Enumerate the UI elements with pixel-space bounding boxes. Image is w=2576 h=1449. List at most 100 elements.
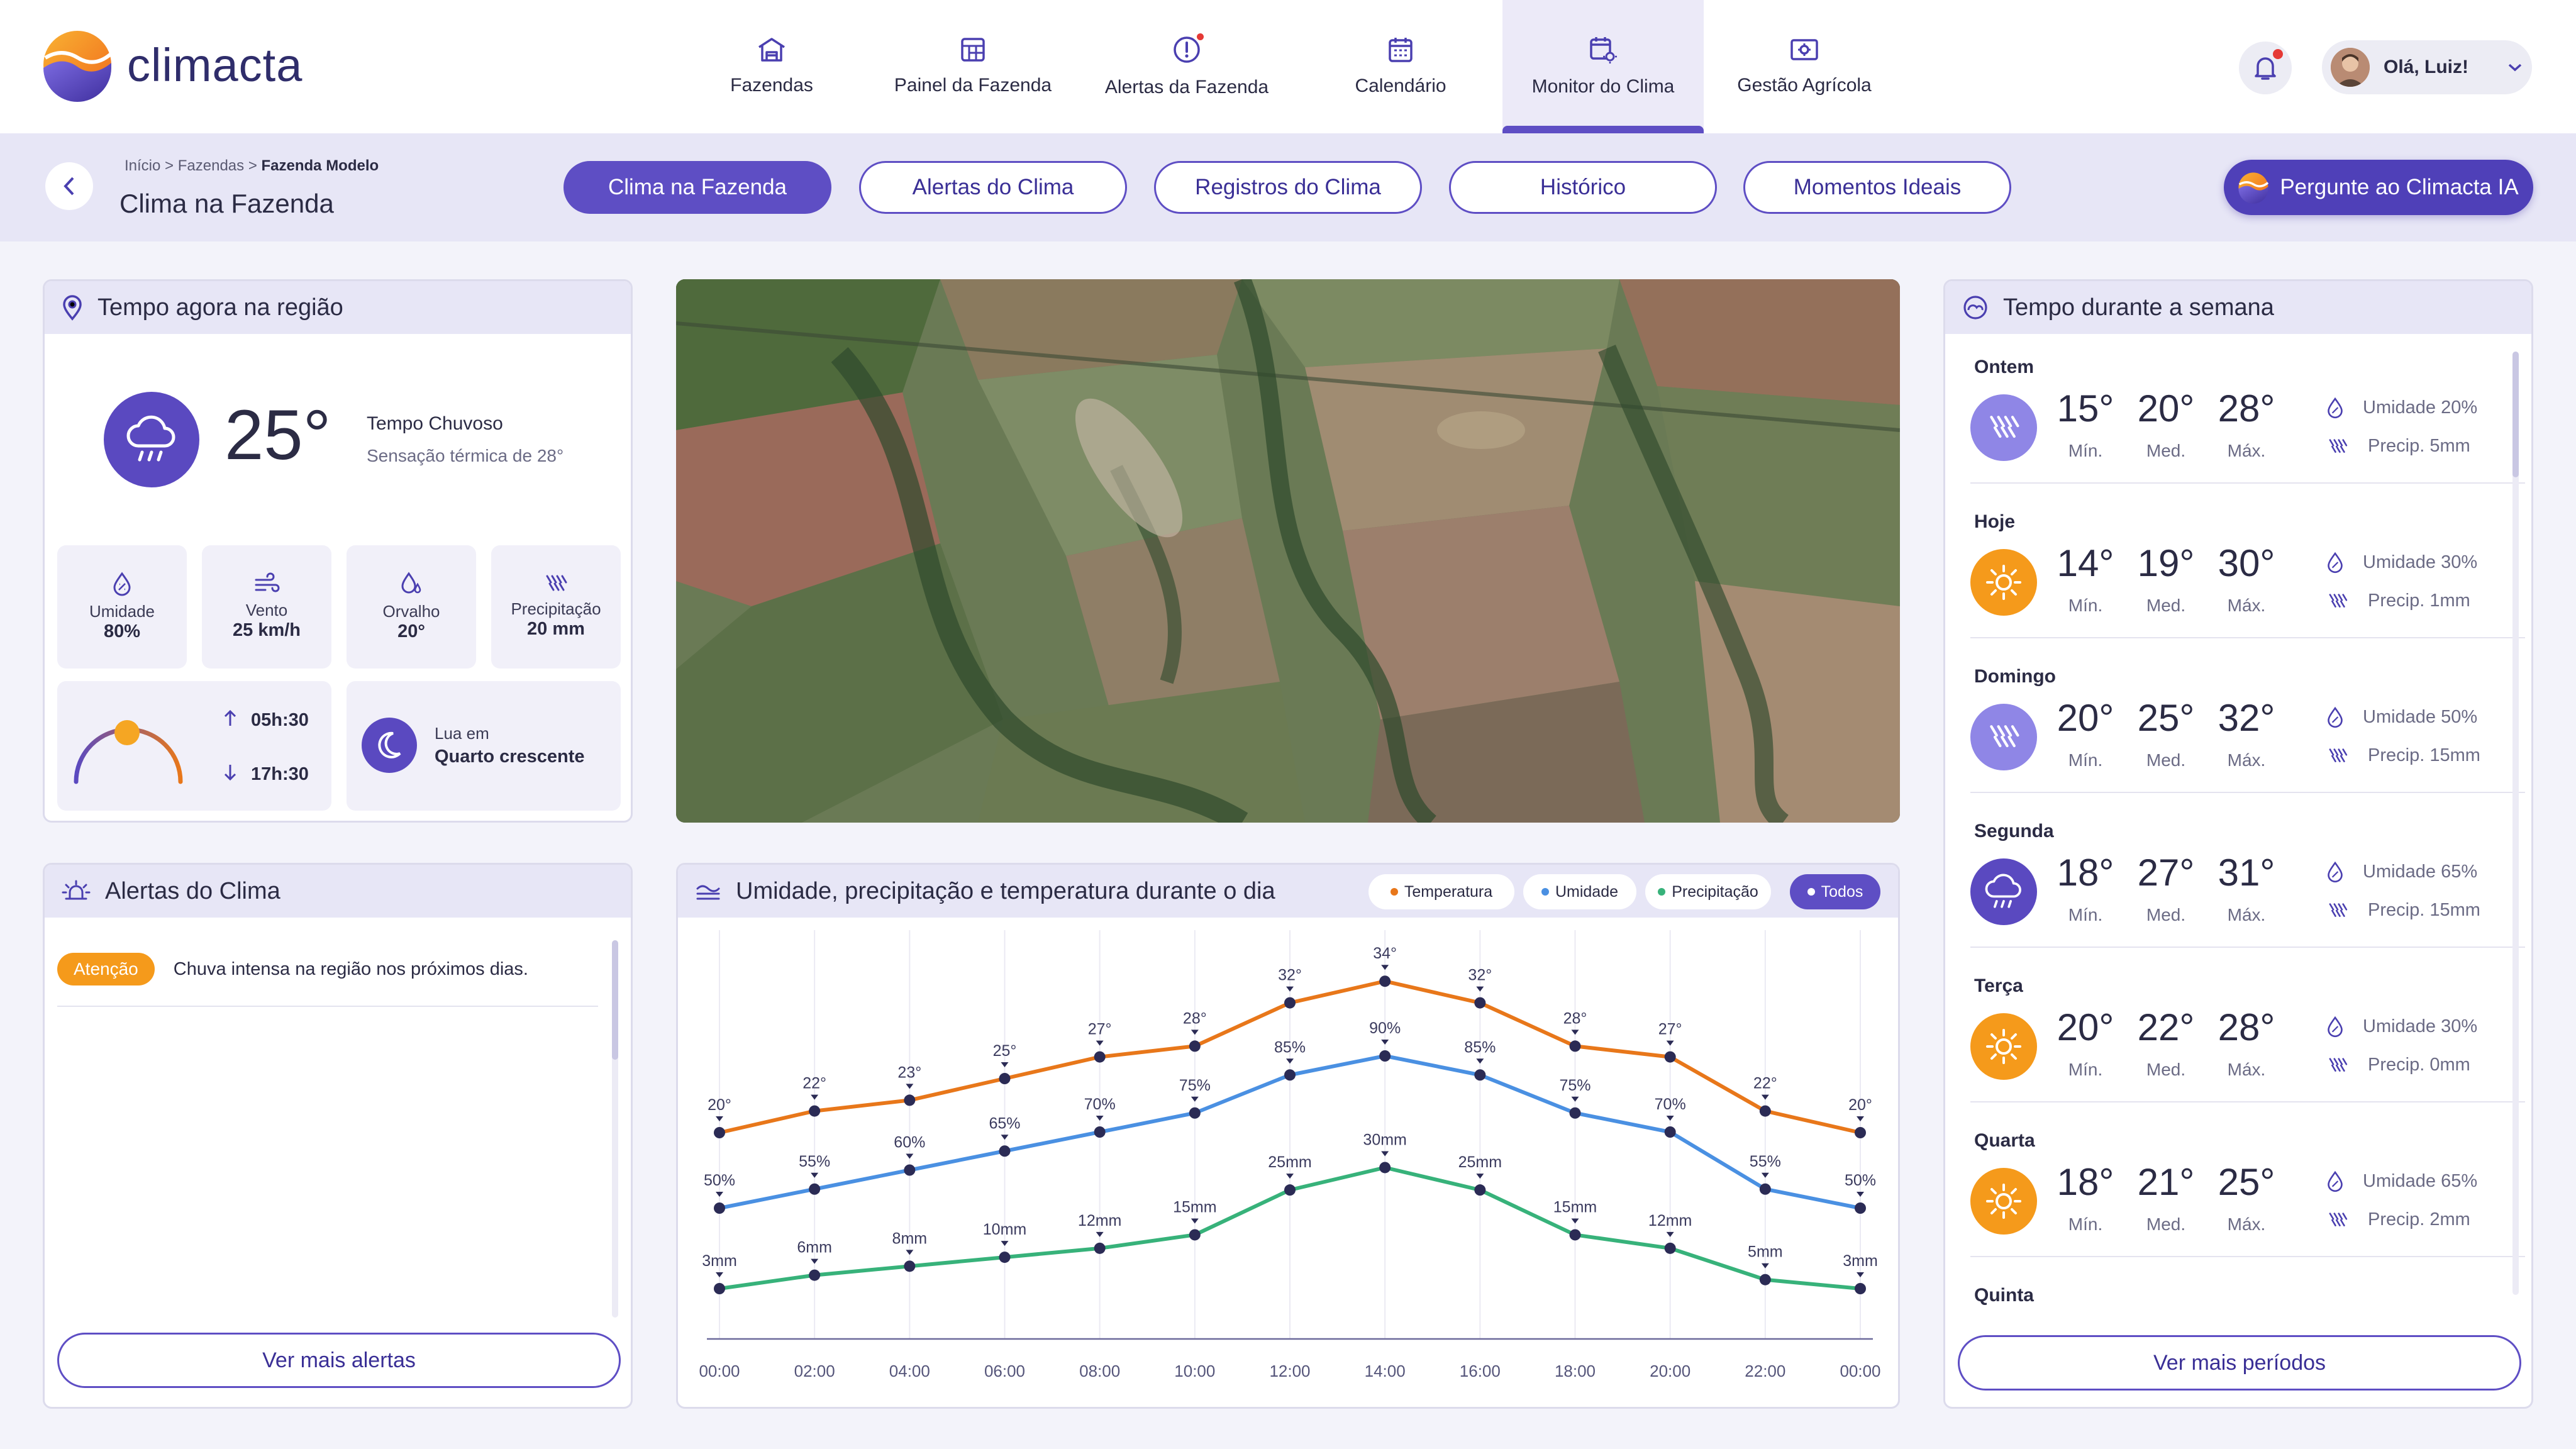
divider xyxy=(1970,1256,2525,1257)
data-point[interactable] xyxy=(999,1252,1011,1263)
data-point[interactable] xyxy=(1189,1107,1201,1119)
data-point[interactable] xyxy=(1379,975,1391,987)
forecast-row[interactable]: Quinta xyxy=(1945,1262,2531,1305)
data-point[interactable] xyxy=(1189,1229,1201,1241)
data-point[interactable] xyxy=(1094,1051,1106,1063)
data-point[interactable] xyxy=(1474,1184,1486,1196)
data-point[interactable] xyxy=(1284,1184,1296,1196)
data-point[interactable] xyxy=(1569,1040,1581,1052)
legend-todos[interactable]: Todos xyxy=(1790,874,1880,909)
scrollbar-thumb[interactable] xyxy=(2512,352,2519,477)
humidity-text: Umidade 65% xyxy=(2363,1170,2478,1191)
forecast-row[interactable]: Terça 20° Mín. 22° Med. 28° Máx. Umidade 30% Pre… xyxy=(1945,953,2531,1108)
marker-arrow xyxy=(716,1192,723,1197)
nav-alertas[interactable]: Alertas da Fazenda xyxy=(1086,0,1287,133)
forecast-row[interactable]: Ontem 15° Mín. 20° Med. 28° Máx. Umidade 20% Pre… xyxy=(1945,334,2531,489)
ask-climacta-ai-button[interactable]: Pergunte ao Climacta IA xyxy=(2224,160,2533,215)
scrollbar[interactable] xyxy=(612,940,618,1318)
back-button[interactable] xyxy=(45,162,93,210)
satellite-map[interactable] xyxy=(676,279,1900,823)
data-point[interactable] xyxy=(1474,997,1486,1009)
wind-icon xyxy=(254,572,280,594)
data-point[interactable] xyxy=(714,1202,725,1214)
forecast-med-label: Med. xyxy=(2146,905,2186,924)
tab-clima-na-fazenda[interactable]: Clima na Fazenda xyxy=(564,161,831,214)
data-label: 27° xyxy=(1658,1021,1682,1038)
more-periods-button[interactable]: Ver mais períodos xyxy=(1958,1335,2521,1391)
data-point[interactable] xyxy=(714,1127,725,1138)
nav-gestao[interactable]: Gestão Agrícola xyxy=(1704,0,1905,133)
list-item[interactable]: Atenção Chuva intensa na região nos próx… xyxy=(57,953,598,1007)
alert-text: Chuva intensa na região nos próximos dia… xyxy=(173,959,528,979)
data-point[interactable] xyxy=(1855,1283,1866,1294)
legend-temperatura[interactable]: Temperatura xyxy=(1368,874,1514,909)
data-point[interactable] xyxy=(999,1073,1011,1084)
scrollbar-thumb[interactable] xyxy=(612,940,618,1060)
data-point[interactable] xyxy=(1094,1126,1106,1138)
tab-alertas-do-clima[interactable]: Alertas do Clima xyxy=(859,161,1127,214)
climacta-logo-icon xyxy=(43,31,112,102)
x-tick-label: 12:00 xyxy=(1269,1362,1310,1380)
data-point[interactable] xyxy=(1474,1069,1486,1081)
data-label: 85% xyxy=(1464,1038,1496,1056)
marker-arrow xyxy=(1666,1231,1674,1237)
data-point[interactable] xyxy=(904,1164,916,1176)
forecast-row[interactable]: Quarta 18° Mín. 21° Med. 25° Máx. Umidade 65% Pr… xyxy=(1945,1108,2531,1262)
sun-icon xyxy=(1970,549,2037,616)
data-point[interactable] xyxy=(1569,1229,1581,1241)
forecast-min-label: Mín. xyxy=(2068,1060,2103,1079)
data-point[interactable] xyxy=(999,1145,1011,1157)
data-point[interactable] xyxy=(904,1094,916,1106)
data-point[interactable] xyxy=(1189,1040,1201,1052)
user-menu[interactable]: Olá, Luiz! xyxy=(2322,40,2532,94)
data-point[interactable] xyxy=(809,1183,821,1195)
data-point[interactable] xyxy=(1664,1242,1676,1254)
x-tick-label: 18:00 xyxy=(1555,1362,1596,1380)
notifications-button[interactable] xyxy=(2239,42,2292,94)
barn-icon xyxy=(757,37,786,62)
data-point[interactable] xyxy=(809,1105,821,1117)
humidity-text: Umidade 50% xyxy=(2363,706,2478,727)
data-label: 25° xyxy=(993,1042,1017,1060)
data-point[interactable] xyxy=(809,1269,821,1281)
breadcrumb-inicio[interactable]: Início xyxy=(125,157,161,174)
tab-registros-do-clima[interactable]: Registros do Clima xyxy=(1154,161,1422,214)
data-point[interactable] xyxy=(1664,1126,1676,1138)
marker-arrow xyxy=(1381,1040,1389,1045)
tab-historico[interactable]: Histórico xyxy=(1449,161,1717,214)
data-label: 60% xyxy=(894,1134,925,1152)
forecast-row[interactable]: Segunda 18° Mín. 27° Med. 31° Máx. Umidade 65% P… xyxy=(1945,798,2531,953)
data-point[interactable] xyxy=(1284,1069,1296,1081)
breadcrumb-fazendas[interactable]: Fazendas xyxy=(177,157,245,174)
precip-text: Precip. 15mm xyxy=(2368,745,2480,765)
data-point[interactable] xyxy=(1759,1274,1771,1285)
data-point[interactable] xyxy=(1379,1162,1391,1174)
data-point[interactable] xyxy=(1855,1127,1866,1138)
data-point[interactable] xyxy=(1664,1051,1676,1063)
nav-painel[interactable]: Painel da Fazenda xyxy=(872,0,1074,133)
data-point[interactable] xyxy=(714,1283,725,1294)
nav-calendario[interactable]: Calendário xyxy=(1300,0,1501,133)
data-point[interactable] xyxy=(904,1260,916,1272)
tab-momentos-ideais[interactable]: Momentos Ideais xyxy=(1743,161,2011,214)
data-point[interactable] xyxy=(1759,1105,1771,1117)
data-point[interactable] xyxy=(1379,1050,1391,1062)
forecast-row[interactable]: Hoje 14° Mín. 19° Med. 30° Máx. Umidade 30% Prec… xyxy=(1945,489,2531,643)
nav-monitor-clima[interactable]: Monitor do Clima xyxy=(1502,0,1704,133)
data-point[interactable] xyxy=(1284,997,1296,1009)
forecast-row[interactable]: Domingo 20° Mín. 25° Med. 32° Máx. Umidade 50% P… xyxy=(1945,643,2531,798)
data-point[interactable] xyxy=(1094,1242,1106,1254)
brand-logo[interactable]: climacta xyxy=(43,30,303,102)
data-point[interactable] xyxy=(1759,1183,1771,1195)
scrollbar[interactable] xyxy=(2512,352,2519,1295)
data-point[interactable] xyxy=(1855,1202,1866,1214)
more-alerts-button[interactable]: Ver mais alertas xyxy=(57,1333,621,1388)
data-point[interactable] xyxy=(1569,1107,1581,1119)
data-label: 6mm xyxy=(797,1239,832,1257)
nav-fazendas[interactable]: Fazendas xyxy=(671,0,872,133)
humidity-icon xyxy=(2326,706,2344,728)
legend-umidade[interactable]: Umidade xyxy=(1523,874,1636,909)
marker-arrow xyxy=(716,1116,723,1121)
forecast-min-temp: 14° xyxy=(2057,542,2114,584)
legend-precipitacao[interactable]: Precipitação xyxy=(1645,874,1771,909)
